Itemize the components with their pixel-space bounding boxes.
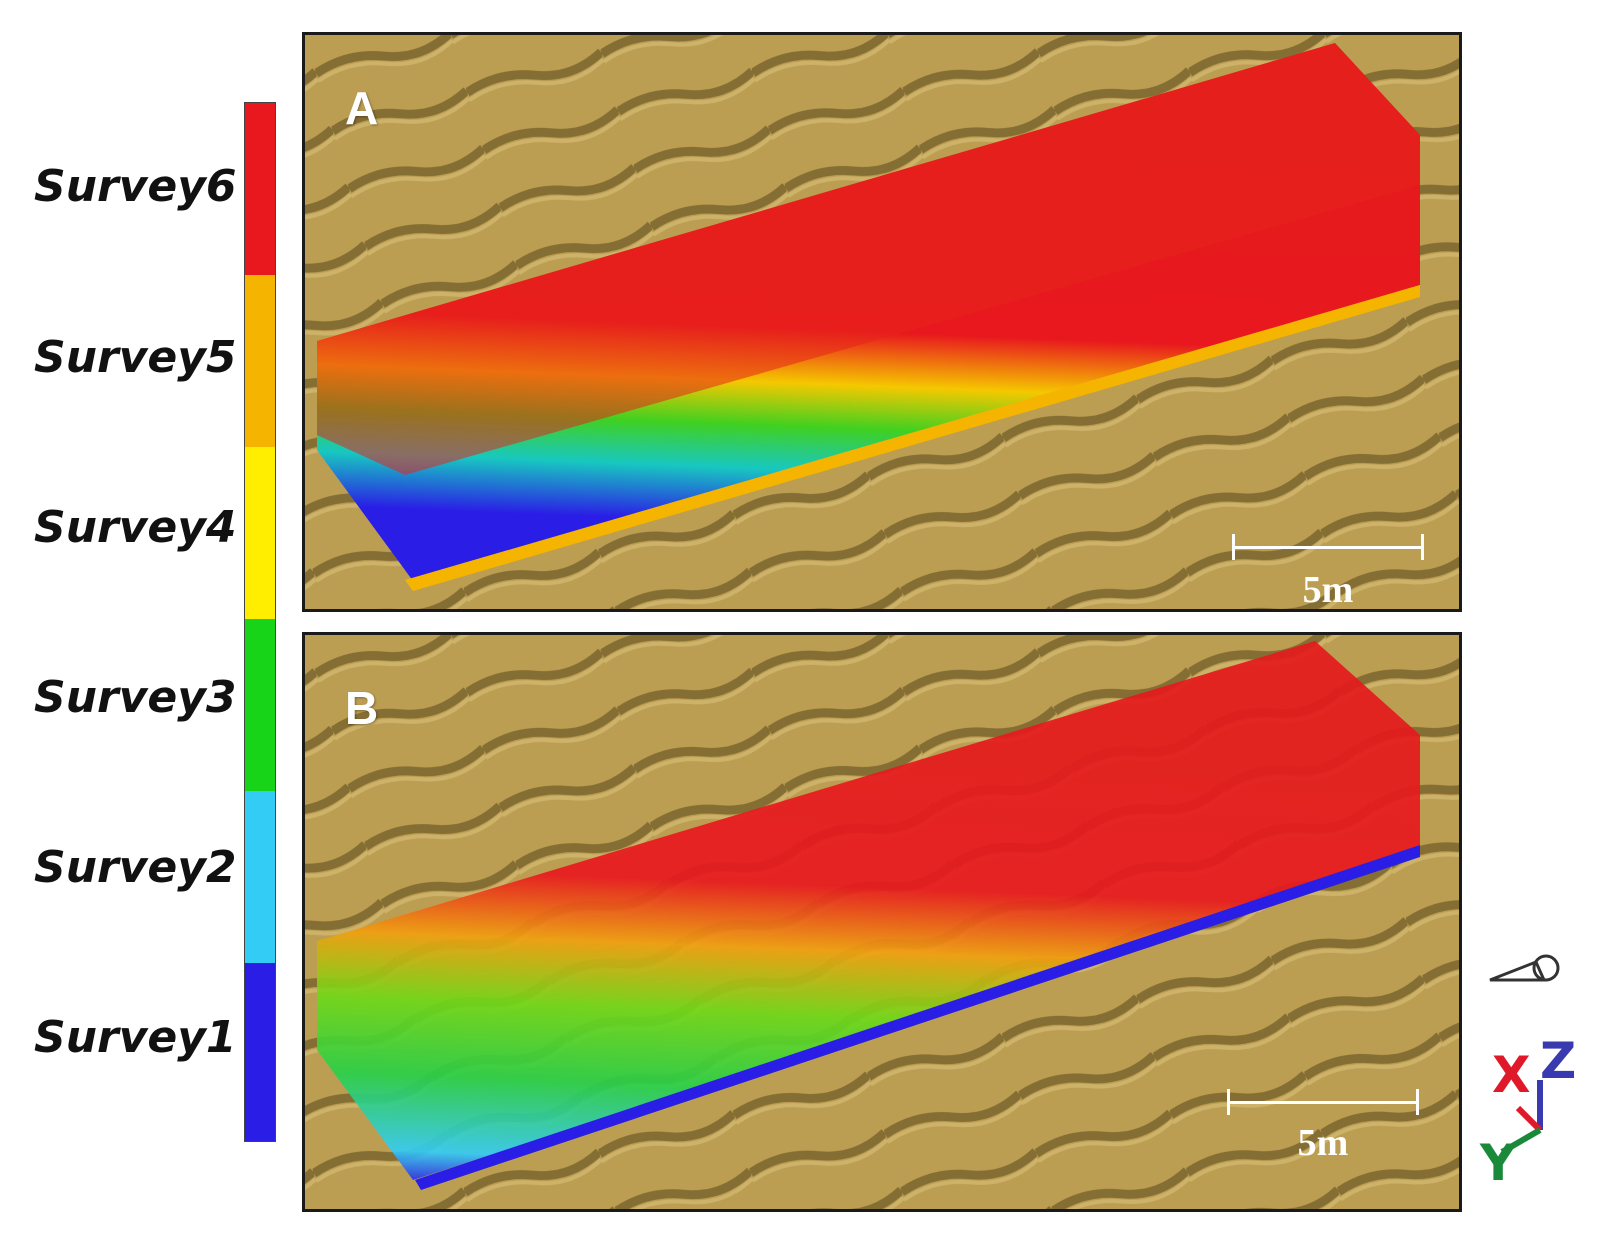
panel-b: B 5m <box>302 632 1462 1212</box>
eye-icon <box>1489 954 1560 1155</box>
panel-b-label: B <box>345 682 379 734</box>
panel-a-label: A <box>345 82 379 134</box>
legend-colorbar <box>244 102 276 1142</box>
panel-a-scale-bar <box>1232 532 1424 562</box>
swatch-survey1 <box>245 963 275 1141</box>
axis-z-label: Z <box>1540 1032 1577 1090</box>
swatch-survey3 <box>245 619 275 791</box>
axis-x-label: X <box>1492 1046 1531 1104</box>
panel-a: A 5m <box>302 32 1462 612</box>
axis-triad: X Z Y <box>1480 950 1594 1210</box>
panel-b-scale-bar <box>1227 1087 1419 1117</box>
legend-label-survey3: Survey3 <box>34 672 237 723</box>
legend-label-survey4: Survey4 <box>34 502 237 553</box>
legend-label-survey2: Survey2 <box>34 842 237 893</box>
swatch-survey6 <box>245 103 275 275</box>
panel-a-image <box>305 35 1459 609</box>
legend-label-survey5: Survey5 <box>34 332 237 383</box>
swatch-survey2 <box>245 791 275 963</box>
panel-b-image <box>305 635 1459 1209</box>
swatch-survey4 <box>245 447 275 619</box>
panel-a-scale-label: 5m <box>1302 569 1354 611</box>
swatch-survey5 <box>245 275 275 447</box>
panel-b-scale-label: 5m <box>1297 1122 1349 1164</box>
legend-label-survey1: Survey1 <box>34 1012 237 1063</box>
legend-label-survey6: Survey6 <box>34 161 237 212</box>
axis-y-label: Y <box>1480 1134 1517 1192</box>
